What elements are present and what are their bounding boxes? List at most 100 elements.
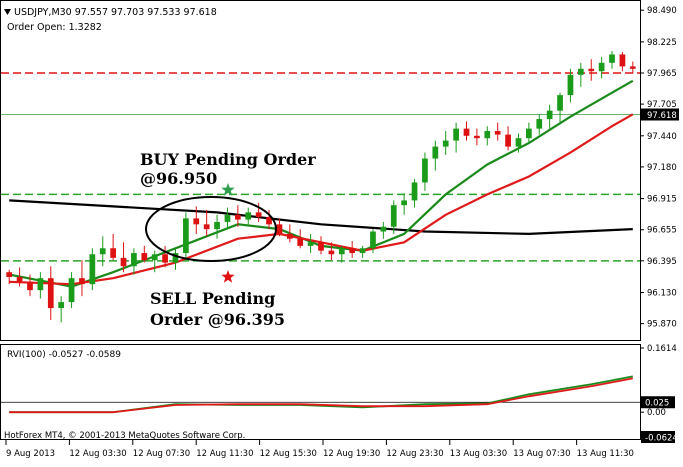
candle <box>390 200 397 234</box>
price-tick-label: 96.395 <box>647 257 677 267</box>
price-tick-label: 97.705 <box>647 100 677 110</box>
candle-body <box>577 68 584 75</box>
candle <box>183 212 189 261</box>
candle <box>546 104 553 129</box>
dropdown-triangle-icon <box>4 9 11 15</box>
time-tick-label: 13 Aug 07:30 <box>513 449 570 459</box>
buy-annotation-line1: BUY Pending Order <box>140 150 316 169</box>
candle <box>151 250 158 273</box>
candle-body <box>629 66 636 69</box>
candle <box>255 202 262 222</box>
candle <box>162 245 168 268</box>
rvi-tick-label: 0.00 <box>647 408 666 418</box>
candle <box>328 242 335 261</box>
candle-body <box>110 248 116 258</box>
candle <box>609 50 615 69</box>
candle-body <box>6 272 13 277</box>
candle <box>505 126 511 151</box>
candle-body <box>193 218 200 225</box>
candle-body <box>89 254 96 285</box>
candle <box>245 207 252 225</box>
time-tick-label: 12 Aug 23:30 <box>386 449 443 459</box>
candle <box>432 140 439 171</box>
candle <box>463 121 470 141</box>
candle-body <box>297 238 304 246</box>
price-tick-label: 96.655 <box>647 226 677 236</box>
candle-body <box>151 254 158 261</box>
candle-body <box>463 128 470 136</box>
candle-body <box>567 74 574 96</box>
time-tick-label: 12 Aug 07:30 <box>133 449 190 459</box>
candle-body <box>349 248 356 254</box>
candle <box>276 218 283 237</box>
candle-body <box>183 218 189 254</box>
time-tick-label: 12 Aug 19:30 <box>323 449 380 459</box>
rvi-value-label: -0.0624 <box>645 434 678 444</box>
candle-body <box>47 278 54 309</box>
buy-star-icon <box>221 183 235 196</box>
main-pane-frame <box>0 0 641 341</box>
candle-body <box>536 119 543 129</box>
candle <box>422 152 428 191</box>
candle <box>89 248 96 291</box>
candle <box>411 178 418 208</box>
buy-annotation-line2: @96.950 <box>140 169 217 188</box>
price-tick-label: 98.490 <box>647 6 677 16</box>
candle <box>567 68 574 103</box>
candle <box>203 209 210 237</box>
candle <box>401 193 408 215</box>
candle <box>68 272 75 309</box>
candle-body <box>120 257 127 267</box>
candle <box>526 122 532 143</box>
rvi-value-tag <box>641 396 675 409</box>
candle <box>359 245 366 258</box>
candle-body <box>380 226 387 232</box>
price-tick-label: 97.440 <box>647 132 677 142</box>
candle <box>484 126 491 146</box>
candle <box>120 242 127 273</box>
candle-body <box>68 278 75 303</box>
candle-body <box>79 278 85 285</box>
candle-body <box>619 54 626 67</box>
price-tick-label: 97.180 <box>647 163 677 173</box>
candle-body <box>338 248 345 255</box>
sell-star-icon <box>221 270 235 283</box>
time-tick-label: 9 Aug 2013 <box>6 449 55 459</box>
candle-body <box>474 135 480 139</box>
candle <box>297 229 304 249</box>
candle-body <box>203 224 210 230</box>
candle-body <box>598 62 605 72</box>
order-open-label: Order Open: 1.3282 <box>7 22 102 33</box>
time-tick-label: 13 Aug 11:30 <box>577 449 634 459</box>
candle <box>141 245 148 263</box>
candle <box>27 274 33 297</box>
candle <box>598 56 605 79</box>
candle-body <box>609 54 615 63</box>
candle-body <box>411 182 418 201</box>
rvi-label: RVI(100) -0.0527 -0.0589 <box>7 350 121 360</box>
rvi-value-label: 0.025 <box>645 399 669 409</box>
candle <box>629 61 636 74</box>
candle <box>99 236 106 267</box>
candle <box>474 128 480 146</box>
candle-body <box>16 276 23 282</box>
candle-body <box>370 231 376 249</box>
candle-body <box>453 128 459 141</box>
candle <box>619 52 626 72</box>
candle-body <box>141 253 148 261</box>
annotation-ellipse <box>145 196 277 262</box>
candle-body <box>131 253 137 267</box>
candle-body <box>172 253 179 263</box>
rvi-pane-frame <box>0 344 641 440</box>
candle-body <box>318 242 324 251</box>
candle <box>131 248 137 275</box>
candle-body <box>328 250 335 255</box>
candle <box>286 224 293 243</box>
candle <box>307 233 314 254</box>
candle-body <box>245 212 252 220</box>
sell-annotation-line1: SELL Pending <box>150 289 275 308</box>
candle-body <box>234 214 241 220</box>
candle-body <box>557 95 563 111</box>
